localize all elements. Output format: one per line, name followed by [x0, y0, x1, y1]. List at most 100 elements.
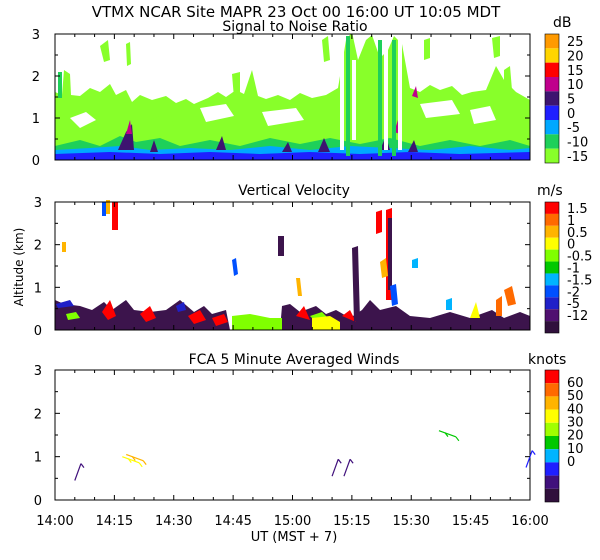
colorbar-label: 1 — [567, 214, 575, 229]
colorbar-swatch — [545, 91, 559, 106]
vv-unit-label: m/s — [537, 183, 563, 199]
colorbar-swatch — [545, 409, 559, 423]
colorbar-label: 20 — [567, 50, 584, 65]
vv-green-low — [66, 312, 330, 330]
y-tick-label: 3 — [34, 196, 42, 211]
vv-x-ticks — [54, 202, 531, 330]
wind-barb — [525, 450, 536, 468]
x-tick-label: 14:30 — [155, 514, 192, 529]
colorbar-swatch — [545, 370, 559, 384]
colorbar-swatch — [545, 449, 559, 463]
colorbar-label: 5 — [567, 93, 575, 108]
vv-red-tower — [112, 202, 392, 300]
colorbar-label: 25 — [567, 35, 584, 50]
y-tick-label: 2 — [34, 407, 42, 422]
colorbar-swatch — [545, 422, 559, 436]
colorbar-label: -1 — [567, 262, 580, 277]
colorbar-label: 15 — [567, 64, 584, 79]
vv-title: Vertical Velocity — [238, 183, 350, 199]
colorbar-swatch — [545, 105, 559, 120]
colorbar-swatch — [545, 488, 559, 502]
colorbar-label: -5 — [567, 121, 580, 136]
colorbar-frame — [544, 201, 560, 334]
vv-panel: Vertical Velocity m/s Altitude (km) 0 1 2 3… — [12, 183, 592, 339]
vv-misc-right — [496, 286, 516, 316]
colorbar-swatch — [545, 273, 559, 286]
figure-header: VTMX NCAR Site MAPR 23 Oct 00 16:00 UT 1… — [92, 3, 501, 21]
colorbar-swatch — [545, 383, 559, 397]
x-tick-label: 15:00 — [274, 514, 311, 529]
colorbar-swatch — [545, 134, 559, 149]
y-tick-label: 1 — [34, 281, 42, 296]
wind-title: FCA 5 Minute Averaged Winds — [189, 352, 400, 368]
vv-blue-low — [56, 300, 186, 312]
colorbar-swatch — [545, 321, 559, 333]
colorbar-label: 0 — [567, 238, 575, 253]
colorbar-swatch — [545, 120, 559, 135]
snr-white-columns — [340, 40, 402, 150]
colorbar-swatch — [545, 225, 559, 238]
vv-lower-band-2 — [280, 300, 530, 330]
x-tick-label: 15:45 — [452, 514, 489, 529]
snr-unit-label: dB — [553, 15, 572, 31]
y-tick-label: 2 — [34, 239, 42, 254]
vv-colorbar: 1.510.50-0.5-1-1.5-2-5-12 — [544, 201, 592, 334]
vv-y-axis: 0 1 2 3 — [34, 196, 530, 339]
y-tick-label: 1 — [34, 451, 42, 466]
colorbar-swatch — [545, 202, 559, 214]
colorbar-label: -1.5 — [567, 273, 592, 288]
colorbar-label: 10 — [567, 442, 584, 457]
snr-white-gaps — [70, 66, 496, 128]
colorbar-label: 0 — [567, 455, 575, 470]
colorbar-label: 10 — [567, 78, 584, 93]
colorbar-swatch — [545, 261, 559, 274]
colorbar-label: 40 — [567, 402, 584, 417]
colorbar-swatch — [545, 34, 559, 49]
colorbar-swatch — [545, 436, 559, 450]
x-tick-label: 15:30 — [393, 514, 430, 529]
y-tick-label: 1 — [32, 112, 40, 127]
y-tick-label: 0 — [32, 154, 40, 169]
wind-panel: FCA 5 Minute Averaged Winds knots 0 1 2 3 1… — [34, 352, 584, 545]
x-tick-label: 14:00 — [36, 514, 73, 529]
colorbar-label: -12 — [567, 309, 588, 324]
wind-unit-label: knots — [528, 352, 566, 368]
figure-subtitle: Signal to Noise Ratio — [222, 19, 367, 35]
colorbar-label: 20 — [567, 429, 584, 444]
snr-heatmap — [55, 34, 530, 160]
colorbar-swatch — [545, 309, 559, 322]
colorbar-swatch — [545, 77, 559, 92]
x-tick-label: 14:15 — [96, 514, 133, 529]
wind-barb — [438, 430, 460, 442]
y-tick-label: 3 — [32, 28, 40, 43]
colorbar-label: 0 — [567, 107, 575, 122]
y-tick-label: 0 — [34, 324, 42, 339]
wind-barb — [126, 453, 147, 466]
wind-barb — [74, 463, 85, 481]
colorbar-swatch — [545, 148, 559, 163]
colorbar-swatch — [545, 462, 559, 476]
colorbar-label: -10 — [567, 136, 588, 151]
colorbar-label: -5 — [567, 297, 580, 312]
colorbar-swatch — [545, 62, 559, 77]
x-tick-label: 16:00 — [511, 514, 548, 529]
vv-misc-cyan — [412, 258, 452, 310]
colorbar-frame — [544, 33, 560, 164]
snr-y-axis: 0 1 2 3 — [32, 28, 530, 169]
wind-barb — [343, 458, 354, 477]
colorbar-swatch — [545, 249, 559, 262]
vv-ylabel: Altitude (km) — [12, 228, 26, 307]
colorbar-frame — [544, 369, 560, 503]
wind-barb — [331, 458, 342, 477]
colorbar-label: 30 — [567, 415, 584, 430]
wind-barb — [122, 456, 143, 468]
wind-barbs — [74, 430, 536, 481]
colorbar-swatch — [545, 285, 559, 298]
vv-yellow-low — [312, 302, 480, 330]
colorbar-swatch — [545, 396, 559, 410]
colorbar-swatch — [545, 48, 559, 63]
